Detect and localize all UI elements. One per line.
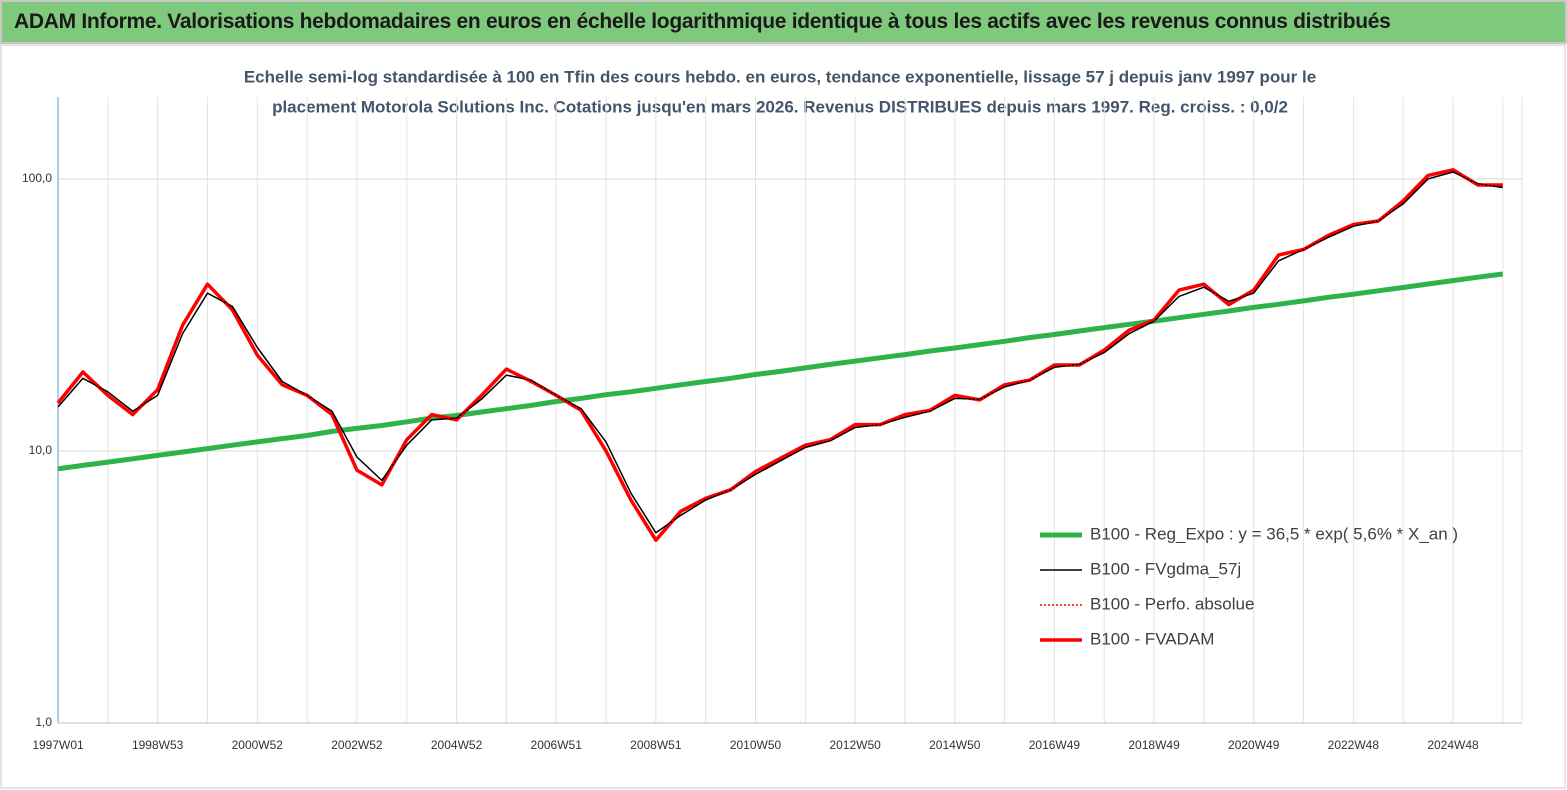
legend-label: B100 - Perfo. absolue: [1090, 594, 1254, 613]
chart: Echelle semi-log standardisée à 100 en T…: [0, 44, 1566, 789]
series-line: [57, 171, 1503, 534]
chart-frame: [0, 44, 1566, 789]
page-header: ADAM Informe. Valorisations hebdomadaire…: [14, 10, 1391, 33]
x-tick-label: 2016W49: [1029, 738, 1081, 752]
chart-subtitle: placement Motorola Solutions Inc. Cotati…: [272, 97, 1288, 116]
x-tick-label: 2008W51: [630, 738, 682, 752]
y-tick-label: 10,0: [29, 443, 53, 457]
x-tick-label: 2006W51: [531, 738, 583, 752]
x-tick-label: 2002W52: [331, 738, 383, 752]
banner: ADAM Informe. Valorisations hebdomadaire…: [0, 0, 1567, 44]
legend-label: B100 - FVADAM: [1090, 629, 1214, 648]
x-tick-label: 2022W48: [1328, 738, 1380, 752]
x-tick-label: 2004W52: [431, 738, 483, 752]
x-tick-label: 1997W01: [32, 738, 84, 752]
x-tick-label: 1998W53: [132, 738, 184, 752]
series-line: [57, 271, 1504, 472]
x-tick-label: 2014W50: [929, 738, 981, 752]
legend-label: B100 - Reg_Expo : y = 36,5 * exp( 5,6% *…: [1090, 524, 1458, 543]
legend-label: B100 - FVgdma_57j: [1090, 559, 1241, 578]
x-tick-label: 2020W49: [1228, 738, 1280, 752]
x-tick-label: 2000W52: [232, 738, 284, 752]
x-tick-label: 2018W49: [1128, 738, 1180, 752]
x-tick-label: 2010W50: [730, 738, 782, 752]
series-line: [57, 169, 1503, 541]
y-tick-label: 100,0: [22, 171, 52, 185]
x-tick-label: 2012W50: [829, 738, 881, 752]
y-tick-label: 1,0: [35, 715, 52, 729]
chart-title: Echelle semi-log standardisée à 100 en T…: [244, 67, 1316, 86]
x-tick-label: 2024W48: [1427, 738, 1479, 752]
